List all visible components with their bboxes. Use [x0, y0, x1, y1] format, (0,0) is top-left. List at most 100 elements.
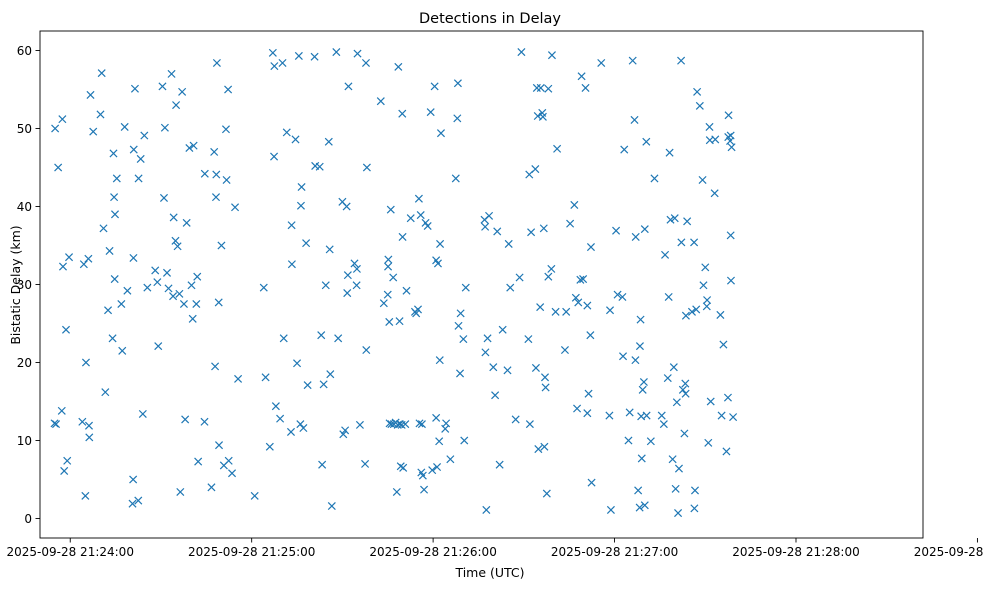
data-point	[446, 455, 455, 464]
data-point	[361, 459, 370, 468]
data-point	[265, 442, 274, 451]
y-tick-label: 10	[17, 434, 32, 448]
data-point	[58, 115, 67, 124]
data-point	[270, 62, 279, 71]
data-point	[399, 463, 408, 472]
data-point	[386, 205, 395, 214]
data-point	[193, 272, 202, 281]
data-point	[428, 466, 437, 475]
data-point	[109, 149, 118, 158]
data-point	[376, 97, 385, 106]
data-point	[214, 441, 224, 450]
data-point	[547, 51, 556, 60]
data-point	[637, 454, 646, 463]
data-point	[350, 259, 359, 268]
data-point	[169, 292, 178, 301]
data-point	[618, 352, 628, 361]
data-point	[605, 411, 614, 420]
data-point	[138, 409, 147, 419]
points-layer	[50, 48, 738, 518]
data-point	[726, 276, 736, 285]
data-point	[605, 306, 615, 315]
x-tick-label: 2025-09-28 21:25:00	[188, 545, 315, 559]
data-point	[680, 429, 689, 438]
data-point	[531, 363, 540, 372]
data-point	[553, 144, 562, 153]
data-point	[188, 314, 197, 323]
data-point	[176, 487, 185, 497]
data-point	[631, 356, 640, 365]
data-point	[123, 286, 132, 295]
data-point	[327, 501, 336, 511]
data-point	[664, 292, 673, 302]
data-point	[628, 56, 637, 65]
data-point	[433, 462, 442, 472]
data-point	[81, 491, 90, 500]
data-point	[315, 162, 324, 171]
data-point	[674, 464, 683, 473]
data-point	[612, 226, 621, 235]
data-point	[416, 211, 425, 220]
data-point	[85, 433, 94, 442]
data-point	[536, 83, 545, 92]
data-point	[89, 127, 98, 136]
x-tick-label: 2025-09-28 21:27:00	[551, 545, 678, 559]
data-point	[234, 374, 243, 383]
data-point	[189, 141, 198, 150]
data-point	[324, 137, 333, 146]
data-point	[270, 152, 279, 161]
data-point	[586, 243, 595, 252]
data-point	[200, 169, 209, 178]
data-point	[670, 214, 679, 223]
data-point	[105, 246, 114, 255]
data-point	[379, 299, 388, 308]
data-point	[544, 84, 553, 93]
chart-title: Detections in Delay	[419, 11, 561, 27]
data-point	[456, 309, 465, 318]
data-point	[291, 135, 300, 144]
data-point	[525, 420, 534, 429]
data-point	[482, 505, 491, 514]
data-point	[171, 236, 180, 245]
data-point	[86, 90, 95, 99]
data-point	[489, 363, 498, 372]
data-point	[112, 174, 121, 183]
data-point	[671, 484, 680, 493]
data-point	[286, 427, 296, 436]
data-point	[690, 504, 699, 513]
data-point	[581, 83, 590, 92]
data-point	[542, 489, 551, 498]
data-point	[491, 391, 500, 400]
data-point	[182, 218, 191, 227]
data-point	[167, 69, 176, 78]
data-point	[451, 174, 460, 183]
data-point	[319, 380, 328, 389]
data-point	[412, 309, 421, 318]
data-point	[630, 115, 639, 124]
data-point	[212, 58, 221, 68]
data-point	[134, 174, 143, 183]
data-point	[57, 406, 66, 415]
data-point	[534, 445, 543, 454]
data-point	[498, 325, 507, 334]
data-point	[318, 460, 327, 469]
data-point	[221, 125, 230, 134]
data-point	[415, 419, 424, 428]
data-point	[597, 58, 606, 68]
data-point	[642, 411, 651, 420]
data-point	[586, 331, 595, 340]
data-point	[352, 281, 361, 290]
data-point	[625, 408, 634, 417]
data-point	[503, 366, 512, 375]
data-point	[681, 389, 690, 398]
data-point	[99, 224, 108, 233]
data-point	[460, 436, 469, 445]
data-point	[420, 485, 429, 494]
data-point	[584, 389, 593, 398]
data-point	[287, 221, 296, 230]
data-point	[669, 363, 678, 372]
data-point	[151, 266, 160, 275]
data-point	[394, 62, 403, 71]
